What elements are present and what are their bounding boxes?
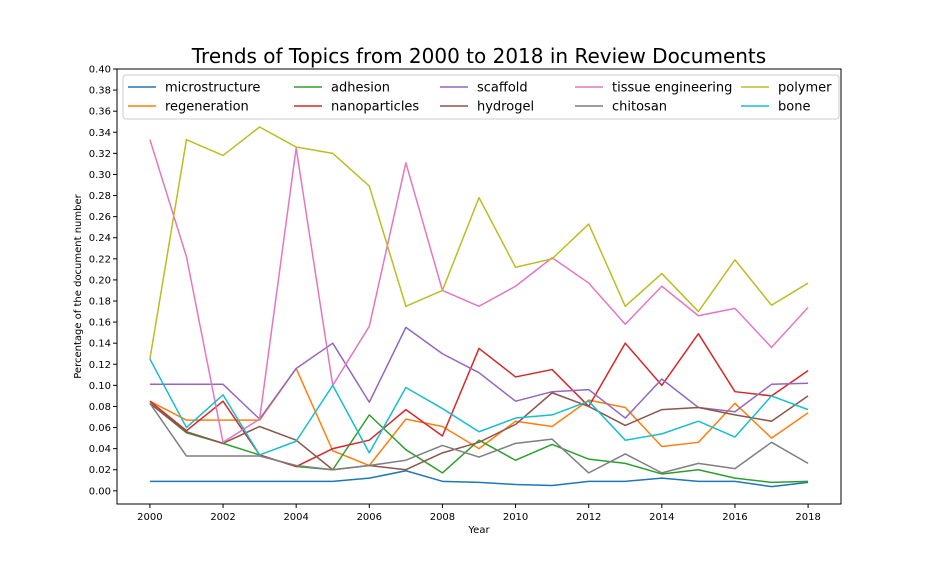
legend-item-regeneration: regeneration	[128, 100, 249, 115]
legend-label: scaffold	[477, 81, 528, 96]
x-tick-label: 2012	[576, 512, 601, 523]
x-tick-label: 2002	[210, 512, 235, 523]
y-tick-label: 0.36	[89, 107, 111, 118]
x-tick-label: 2004	[283, 512, 308, 523]
legend-item-microstructure: microstructure	[128, 81, 260, 96]
legend-label: adhesion	[331, 81, 390, 96]
y-tick-label: 0.18	[89, 297, 111, 308]
y-axis: 0.00 0.02 0.04 0.06 0.08 0.10 0.12 0.14 0.16 0.18…	[89, 65, 117, 497]
legend-label: regeneration	[165, 100, 249, 115]
x-tick-label: 2010	[503, 512, 528, 523]
x-tick-label: 2018	[795, 512, 820, 523]
y-tick-label: 0.40	[89, 65, 111, 76]
series-line-chitosan	[149, 402, 809, 474]
x-tick-label: 2006	[357, 512, 382, 523]
legend-label: microstructure	[165, 81, 260, 96]
legend-item-adhesion: adhesion	[294, 81, 390, 96]
x-axis-label: Year	[467, 525, 490, 536]
x-tick-label: 2008	[430, 512, 455, 523]
y-tick-label: 0.06	[89, 423, 111, 434]
y-tick-label: 0.20	[89, 275, 111, 286]
y-tick-label: 0.28	[89, 191, 111, 202]
y-tick-label: 0.08	[89, 402, 111, 413]
legend-box	[122, 74, 840, 120]
y-tick-label: 0.04	[89, 444, 111, 455]
legend-item-nanoparticles: nanoparticles	[294, 100, 419, 115]
plot-lines	[149, 126, 809, 488]
legend-label: nanoparticles	[331, 100, 419, 115]
plot-frame	[116, 68, 842, 505]
series-line-regeneration	[149, 367, 809, 467]
x-tick-label: 2000	[137, 512, 162, 523]
series-line-bone	[149, 358, 809, 456]
chart-title: Trends of Topics from 2000 to 2018 in Re…	[191, 44, 766, 68]
legend-item-polymer: polymer	[741, 81, 832, 96]
series-line-polymer	[149, 126, 809, 360]
y-tick-label: 0.00	[89, 486, 111, 497]
y-tick-label: 0.10	[89, 381, 111, 392]
legend-label: polymer	[778, 81, 832, 96]
legend: microstructure regeneration adhesion nanopa…	[122, 74, 840, 120]
series-line-scaffold	[149, 326, 809, 420]
series-line-nanoparticles	[149, 332, 809, 468]
legend-label: bone	[778, 100, 810, 115]
y-tick-label: 0.26	[89, 212, 111, 223]
series-line-hydrogel	[149, 392, 809, 471]
x-tick-label: 2014	[649, 512, 674, 523]
legend-label: tissue engineering	[612, 81, 732, 96]
y-tick-label: 0.14	[89, 339, 111, 350]
y-tick-label: 0.02	[89, 465, 111, 476]
y-tick-label: 0.16	[89, 318, 111, 329]
y-tick-label: 0.30	[89, 170, 111, 181]
legend-item-tissue-engineering: tissue engineering	[575, 81, 732, 96]
legend-item-hydrogel: hydrogel	[440, 100, 534, 115]
y-tick-label: 0.34	[89, 128, 111, 139]
legend-item-chitosan: chitosan	[575, 100, 667, 115]
x-axis: 2000 2002 2004 2006 2008 2010 2012 2014 2016 2018	[137, 504, 821, 523]
y-axis-label: Percentage of the document number	[73, 193, 84, 378]
series-line-tissue-engineering	[149, 139, 809, 444]
y-tick-label: 0.32	[89, 149, 111, 160]
legend-item-scaffold: scaffold	[440, 81, 528, 96]
y-tick-label: 0.38	[89, 86, 111, 97]
legend-label: chitosan	[612, 100, 667, 115]
legend-label: hydrogel	[477, 100, 534, 115]
legend-item-bone: bone	[741, 100, 810, 115]
y-tick-label: 0.12	[89, 360, 111, 371]
x-tick-label: 2016	[722, 512, 747, 523]
y-tick-label: 0.24	[89, 233, 111, 244]
y-tick-label: 0.22	[89, 254, 111, 265]
series-line-microstructure	[149, 470, 809, 488]
